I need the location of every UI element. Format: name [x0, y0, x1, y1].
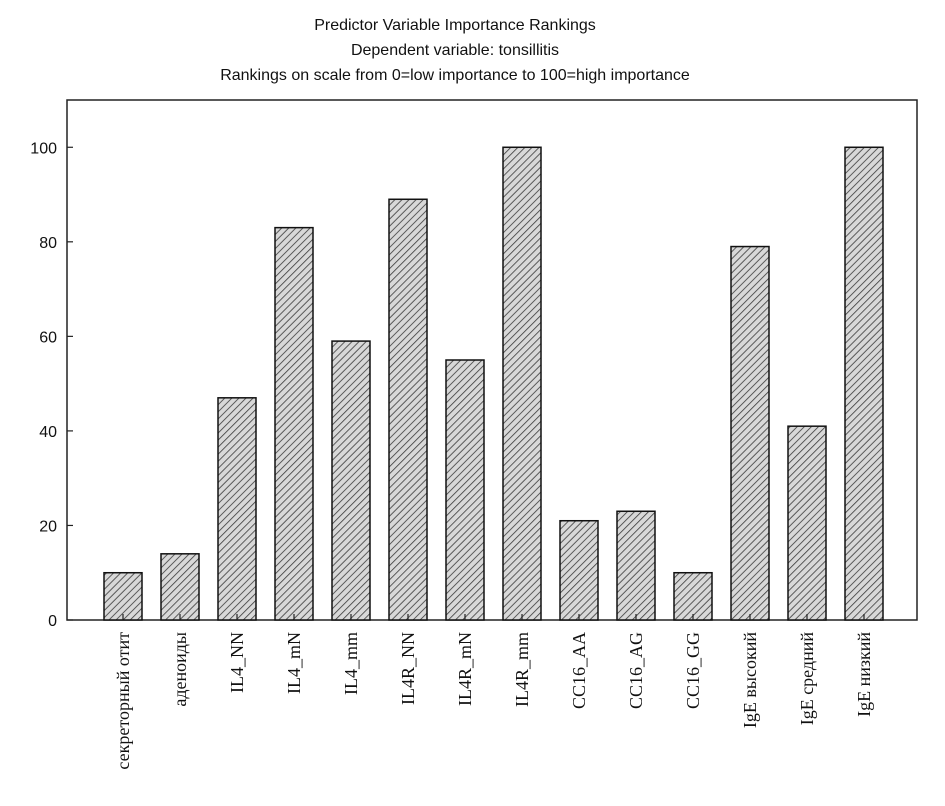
x-category-label: CC16_AG [626, 632, 646, 709]
x-category-label: IL4R_NN [398, 632, 418, 705]
y-tick-label: 40 [39, 424, 57, 441]
x-category-label: IgE высокий [740, 632, 760, 728]
plot-frame [66, 99, 918, 621]
y-tick-label: 60 [39, 329, 57, 346]
x-axis: секреторный отит аденоиды IL4_NN IL4_mN IL4_… [113, 614, 874, 770]
x-category-label: секреторный отит [113, 632, 133, 770]
bar-7 [445, 359, 485, 621]
x-category-label: IgE средний [797, 632, 817, 726]
bar-2 [160, 553, 200, 621]
y-tick-label: 20 [39, 518, 57, 535]
x-category-label: аденоиды [170, 632, 190, 707]
bar-10 [616, 510, 656, 621]
bar-1 [103, 571, 143, 621]
bars-group [103, 146, 884, 621]
x-category-label: CC16_AA [569, 632, 589, 709]
bar-3 [217, 397, 257, 621]
bar-5 [331, 340, 371, 621]
bar-8 [502, 146, 542, 621]
bar-4 [274, 226, 314, 621]
x-category-label: CC16_GG [683, 632, 703, 709]
bar-13 [787, 425, 827, 621]
bar-9 [559, 519, 599, 621]
y-axis: 0 20 40 60 80 100 [30, 140, 73, 630]
x-category-label: IL4_mm [341, 632, 361, 695]
bar-11 [673, 571, 713, 621]
x-category-label: IgE низкий [854, 632, 874, 717]
y-tick-label: 80 [39, 235, 57, 252]
bar-12 [730, 245, 770, 621]
y-tick-label: 100 [30, 140, 57, 157]
y-tick-label: 0 [48, 613, 57, 630]
x-category-label: IL4_mN [284, 632, 304, 694]
x-category-label: IL4R_mN [455, 632, 475, 706]
chart-subtitle: Dependent variable: tonsillitis [351, 42, 559, 59]
chart-title: Predictor Variable Importance Rankings [314, 17, 596, 34]
bar-14 [844, 146, 884, 621]
x-category-label: IL4R_mm [512, 632, 532, 707]
x-category-label: IL4_NN [227, 632, 247, 693]
chart-subtitle-scale: Rankings on scale from 0=low importance … [220, 67, 690, 84]
bar-6 [388, 198, 428, 621]
